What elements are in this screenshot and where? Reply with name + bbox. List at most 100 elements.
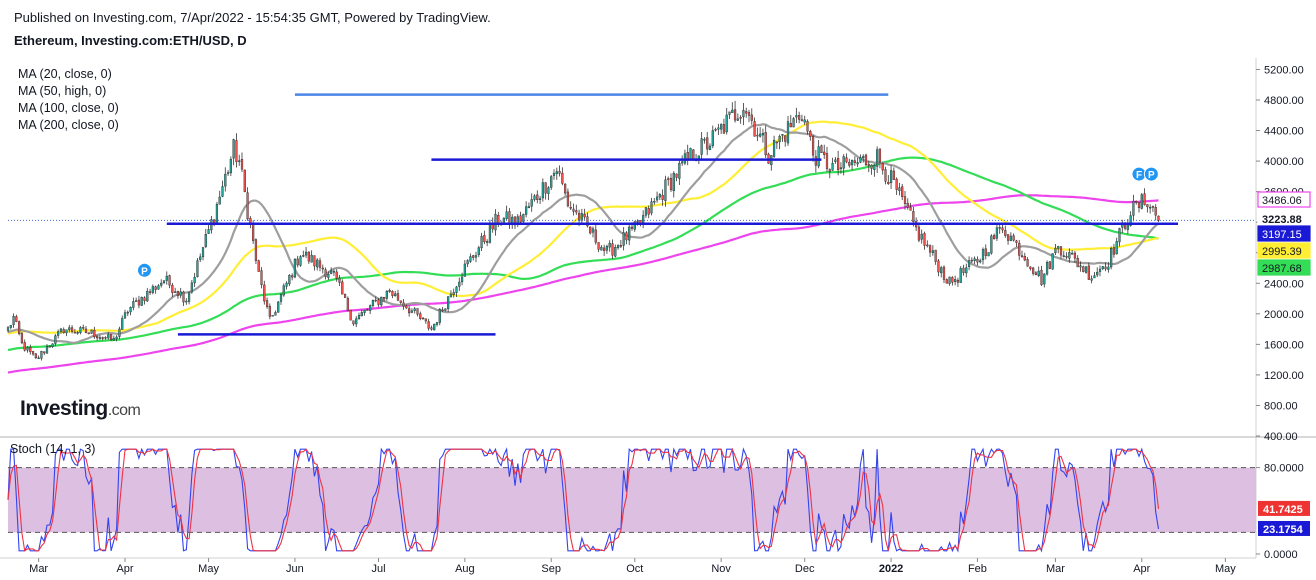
- candle-body: [689, 148, 692, 160]
- candle-body: [201, 247, 205, 258]
- event-marker-label: P: [141, 266, 148, 277]
- candle-body: [391, 290, 394, 296]
- candle-body: [1062, 255, 1065, 257]
- candle-body: [789, 122, 792, 128]
- candle-body: [115, 336, 118, 339]
- candle-body: [101, 337, 104, 339]
- ma-legend-item-20: MA (20, close, 0): [18, 67, 112, 81]
- candle-body: [753, 121, 756, 137]
- candle-body: [410, 310, 414, 313]
- logo-suffix: .com: [107, 402, 141, 419]
- candle-body: [1032, 267, 1035, 274]
- y-tick-label: 4400.00: [1264, 126, 1304, 138]
- ma-legend-item-200: MA (200, close, 0): [18, 118, 119, 132]
- candle-body: [909, 207, 912, 211]
- candle-body: [731, 109, 734, 114]
- candle-body: [438, 309, 441, 323]
- candle-body: [1118, 228, 1121, 243]
- candle-body: [594, 229, 597, 243]
- candle-body: [706, 137, 709, 150]
- candle-body: [332, 271, 336, 273]
- candle-body: [873, 165, 876, 170]
- candle-body: [912, 211, 915, 222]
- candle-body: [143, 297, 146, 301]
- candle-body: [1048, 261, 1051, 269]
- candle-body: [845, 157, 848, 163]
- candle-body: [109, 334, 113, 341]
- candle-body: [658, 194, 661, 198]
- candle-body: [1012, 235, 1015, 241]
- y-tick-label: 5200.00: [1264, 64, 1304, 76]
- y-tick-label: 1200.00: [1264, 370, 1304, 382]
- candle-body: [639, 220, 642, 223]
- candle-body: [98, 337, 102, 339]
- candle-body: [174, 291, 177, 294]
- candle-body: [862, 156, 865, 159]
- y-tick-label: 4800.00: [1264, 95, 1304, 107]
- candle-body: [552, 173, 556, 176]
- candle-body: [112, 338, 115, 341]
- candle-body: [948, 276, 951, 284]
- stoch-k-badge-text: 23.1754: [1263, 524, 1304, 536]
- y-tick-label: 1600.00: [1264, 339, 1304, 351]
- candle-body: [664, 179, 667, 201]
- candle-body: [96, 336, 99, 339]
- candle-body: [775, 141, 778, 144]
- candle-body: [655, 196, 659, 201]
- candle-body: [252, 224, 255, 241]
- candle-body: [430, 327, 433, 330]
- candle-body: [316, 259, 319, 268]
- candle-body: [993, 235, 996, 240]
- candle-body: [126, 311, 129, 314]
- ma-legend-item-50: MA (50, high, 0): [18, 84, 107, 98]
- candle-body: [530, 199, 533, 207]
- candle-body: [633, 221, 636, 230]
- candle-body: [68, 327, 71, 330]
- candle-body: [619, 245, 622, 247]
- candle-body: [377, 299, 380, 305]
- candle-body: [814, 156, 817, 166]
- chart-title: Ethereum, Investing.com:ETH/USD, D: [14, 33, 247, 48]
- candle-body: [204, 234, 207, 247]
- candle-body: [360, 312, 363, 317]
- ma50-line: [7, 120, 1159, 335]
- candle-body: [951, 277, 954, 283]
- candle-body: [268, 305, 271, 317]
- candle-body: [1054, 247, 1057, 254]
- candle-body: [820, 145, 823, 154]
- candle-body: [887, 181, 890, 184]
- candle-body: [717, 127, 720, 130]
- candle-body: [1040, 269, 1043, 285]
- candle-body: [965, 267, 968, 274]
- ma50-badge: [1257, 242, 1311, 259]
- candle-body: [472, 255, 475, 258]
- stoch-title: Stoch (14, 1, 3): [10, 442, 96, 456]
- candle-body: [1135, 201, 1138, 203]
- candle-body: [650, 201, 653, 214]
- x-tick-label: Mar: [1046, 563, 1065, 575]
- candle-body: [419, 313, 422, 319]
- ma-legend-item-100: MA (100, close, 0): [18, 101, 119, 115]
- candle-body: [583, 213, 586, 218]
- candle-body: [956, 279, 960, 283]
- stoch-band: [8, 467, 1256, 533]
- candle-body: [388, 290, 391, 292]
- candle-body: [399, 300, 402, 303]
- candle-body: [561, 172, 564, 184]
- candle-body: [1020, 255, 1024, 257]
- candle-body: [973, 258, 976, 261]
- candle-body: [466, 260, 469, 265]
- candle-body: [1110, 248, 1113, 268]
- candle-body: [1073, 252, 1077, 259]
- candle-body: [928, 245, 932, 253]
- candle-body: [979, 260, 982, 263]
- candle-body: [148, 291, 152, 293]
- x-tick-label: May: [1215, 563, 1236, 575]
- candle-body: [335, 271, 338, 279]
- candle-body: [867, 164, 870, 166]
- candle-body: [408, 308, 411, 314]
- candle-body: [179, 291, 182, 296]
- candle-body: [57, 331, 60, 336]
- candle-body: [764, 132, 767, 156]
